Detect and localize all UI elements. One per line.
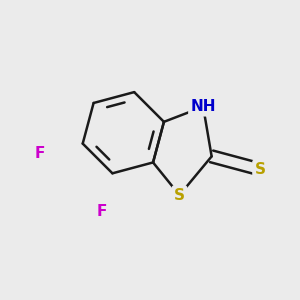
Text: F: F xyxy=(35,146,45,161)
Text: S: S xyxy=(254,162,266,177)
Text: S: S xyxy=(174,188,185,202)
Text: F: F xyxy=(97,204,107,219)
Text: NH: NH xyxy=(190,99,216,114)
